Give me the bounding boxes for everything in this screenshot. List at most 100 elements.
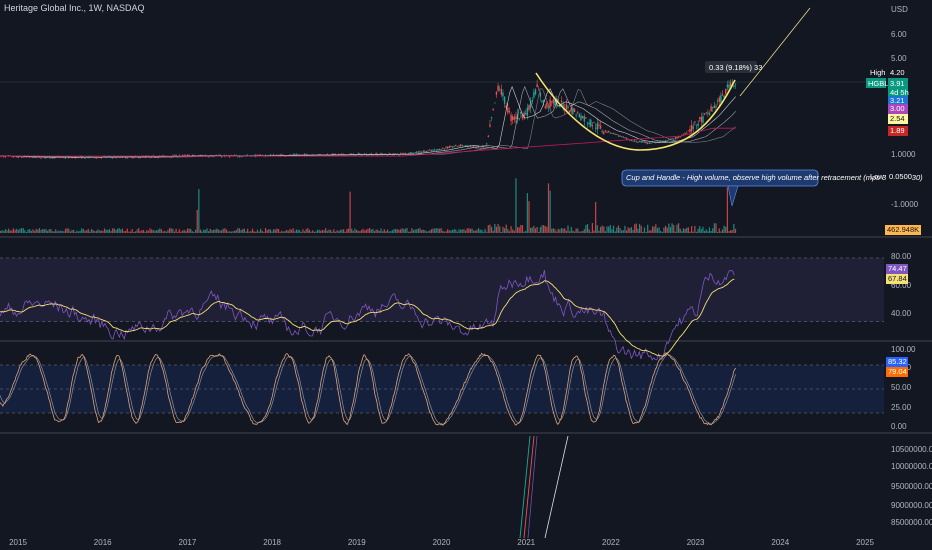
ma4-box xyxy=(888,126,908,136)
candle-body xyxy=(259,154,262,156)
candle-body xyxy=(666,140,668,142)
ma-line-mid xyxy=(0,85,736,158)
volume-bar xyxy=(37,229,39,233)
volume-bar xyxy=(245,231,247,233)
volume-bar xyxy=(541,225,543,233)
volume-bar xyxy=(648,230,650,233)
volume-bar xyxy=(625,230,628,233)
volume-bar xyxy=(217,229,219,233)
candle-body xyxy=(513,117,516,120)
volume-bar xyxy=(338,231,340,233)
candle-body xyxy=(443,148,446,150)
volume-bar xyxy=(723,225,725,233)
candle-body xyxy=(585,117,587,119)
volume-bar xyxy=(645,231,647,233)
candle-body xyxy=(281,154,283,156)
volume-bar xyxy=(544,226,546,233)
candle-body xyxy=(471,146,473,148)
candle-body xyxy=(429,149,431,151)
volume-bar xyxy=(19,228,21,233)
volume-bar xyxy=(190,228,192,233)
candle-body xyxy=(594,127,597,129)
volume-bar xyxy=(630,227,633,233)
candle-body xyxy=(338,154,340,155)
candle-body xyxy=(643,141,646,143)
volume-bar xyxy=(100,230,102,233)
candle-body xyxy=(95,157,98,159)
candle-body xyxy=(567,106,569,108)
annotation-box xyxy=(621,169,819,187)
candle-body xyxy=(653,141,655,143)
candle-body xyxy=(658,141,660,143)
rsi-ma-label: 67.84 xyxy=(888,274,907,283)
volume-bar xyxy=(248,231,250,233)
volume-bar xyxy=(691,226,693,233)
volume-bar xyxy=(227,231,229,233)
volume-bar xyxy=(282,231,285,233)
volume-bar xyxy=(417,228,419,233)
volume-bar xyxy=(637,228,639,233)
candle-body xyxy=(17,156,20,158)
candle-body xyxy=(633,140,636,142)
volume-bar xyxy=(640,225,642,233)
volume-bar xyxy=(63,231,65,233)
volume-bar xyxy=(442,230,444,233)
volume-bar xyxy=(113,228,115,233)
stoch-tick-label: 50.00 xyxy=(891,383,912,392)
volume-bar xyxy=(447,229,449,233)
volume-bar xyxy=(687,227,689,233)
candle-body xyxy=(687,130,690,132)
volume-bar xyxy=(204,229,206,233)
volume-bar xyxy=(22,228,24,233)
volume-bar xyxy=(386,229,389,233)
measure-label: 0.33 (9.18%) 33 xyxy=(709,63,762,72)
candle-body xyxy=(596,123,598,130)
volume-bar xyxy=(375,229,377,233)
volume-bar xyxy=(273,229,275,233)
candle-body xyxy=(29,156,31,158)
candle-body xyxy=(495,91,498,95)
candle-body xyxy=(645,142,647,144)
candle-body xyxy=(89,156,91,158)
volume-bar xyxy=(590,231,592,233)
last-price-label: 3.91 xyxy=(890,79,905,88)
candle-body xyxy=(640,141,642,143)
volume-bar xyxy=(575,228,577,233)
candle-body xyxy=(684,133,686,135)
candle-body xyxy=(455,145,457,146)
volume-bar xyxy=(352,230,354,233)
panel-separator xyxy=(0,236,932,238)
candle-body xyxy=(716,100,719,102)
candle-body xyxy=(508,111,511,112)
candle-body xyxy=(446,146,449,149)
volume-bar xyxy=(201,231,203,233)
candle-body xyxy=(588,122,590,125)
candle-body xyxy=(713,105,716,108)
volume-bar xyxy=(614,231,616,233)
candle-body xyxy=(435,149,437,151)
stoch-k-box xyxy=(886,357,908,367)
candle-body xyxy=(269,154,272,156)
volume-bar xyxy=(149,228,151,233)
high-value-box xyxy=(888,68,908,78)
volume-bar xyxy=(585,225,587,233)
volume-bar xyxy=(29,229,31,233)
volume-bar xyxy=(43,229,45,233)
high-value-label: 4.20 xyxy=(890,68,905,77)
volume-bar xyxy=(565,230,567,233)
volume-bar xyxy=(538,231,540,233)
candle-body xyxy=(111,157,114,159)
volume-bar xyxy=(58,230,60,233)
volume-bar xyxy=(261,230,263,233)
volume-bar xyxy=(97,229,99,233)
volume-bar xyxy=(712,228,714,233)
price-tick-label: -1.0000 xyxy=(891,200,919,209)
volume-bar xyxy=(627,227,629,233)
volume-bar xyxy=(110,230,112,233)
volume-bar xyxy=(229,231,231,233)
volume-bar xyxy=(401,228,403,233)
volume-bar xyxy=(578,231,580,233)
candle-body xyxy=(534,89,537,95)
candle-body xyxy=(240,156,242,158)
